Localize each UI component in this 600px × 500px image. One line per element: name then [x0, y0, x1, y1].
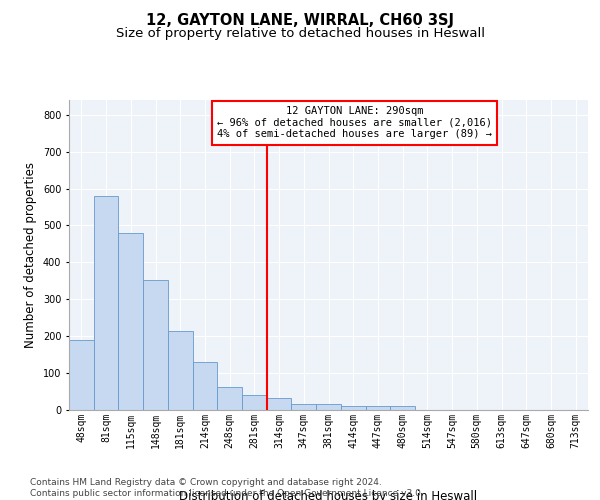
Bar: [292, 404, 316, 410]
Bar: [316, 404, 341, 410]
Bar: [168, 330, 193, 410]
Text: Contains HM Land Registry data © Crown copyright and database right 2024.
Contai: Contains HM Land Registry data © Crown c…: [30, 478, 424, 498]
Bar: [365, 406, 390, 410]
Text: 12, GAYTON LANE, WIRRAL, CH60 3SJ: 12, GAYTON LANE, WIRRAL, CH60 3SJ: [146, 12, 454, 28]
Bar: [390, 406, 415, 410]
Bar: [341, 406, 365, 410]
Bar: [193, 362, 217, 410]
Bar: [267, 398, 292, 410]
Bar: [143, 280, 168, 410]
Bar: [118, 233, 143, 410]
Bar: [217, 387, 242, 410]
Bar: [242, 395, 267, 410]
Bar: [94, 196, 118, 410]
X-axis label: Distribution of detached houses by size in Heswall: Distribution of detached houses by size …: [179, 490, 478, 500]
Text: 12 GAYTON LANE: 290sqm
← 96% of detached houses are smaller (2,016)
4% of semi-d: 12 GAYTON LANE: 290sqm ← 96% of detached…: [217, 106, 492, 140]
Y-axis label: Number of detached properties: Number of detached properties: [25, 162, 37, 348]
Text: Size of property relative to detached houses in Heswall: Size of property relative to detached ho…: [115, 28, 485, 40]
Bar: [69, 340, 94, 410]
